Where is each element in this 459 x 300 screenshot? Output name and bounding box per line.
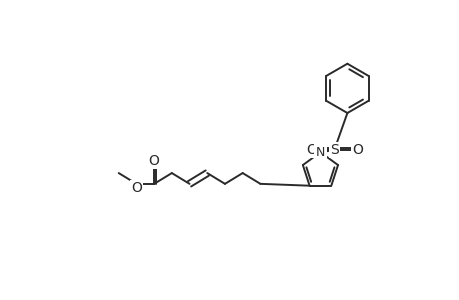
Text: O: O (305, 143, 316, 157)
Text: O: O (351, 143, 362, 157)
Text: S: S (329, 143, 338, 157)
Text: O: O (131, 182, 141, 196)
Text: N: N (315, 146, 325, 159)
Text: O: O (148, 154, 159, 168)
